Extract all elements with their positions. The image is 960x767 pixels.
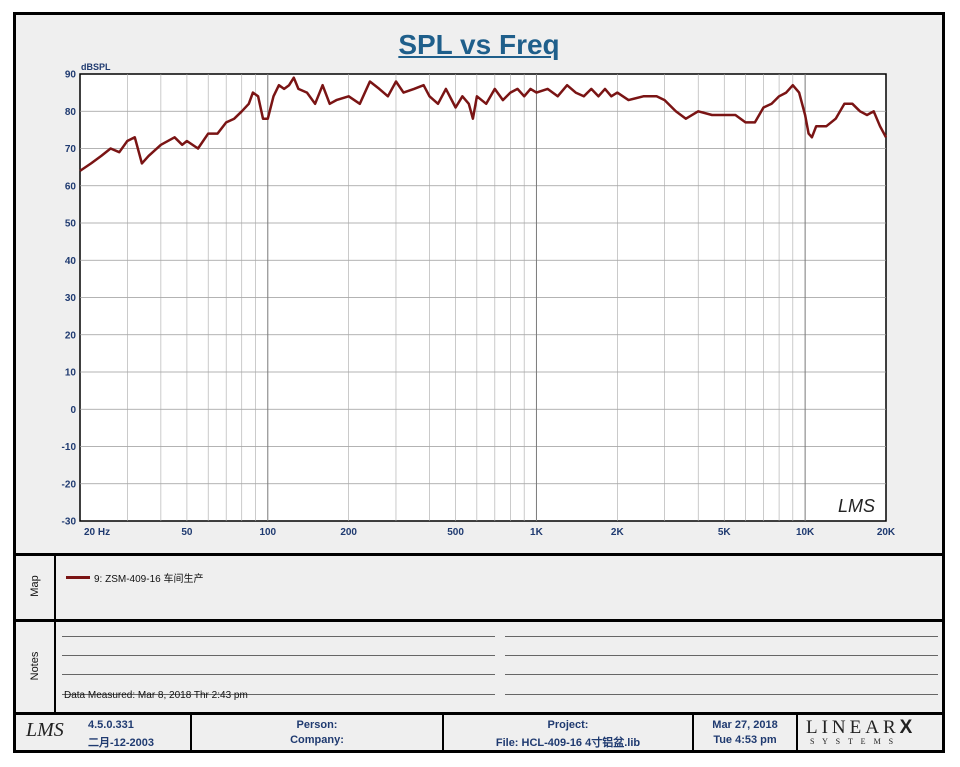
legend-entry: 9: ZSM-409-16 车间生产 [66,570,203,585]
y-tick-label: -20 [62,479,77,490]
x-tick-label: 500 [447,527,464,538]
footer-logo: LMS [26,719,64,741]
y-tick-label: -10 [62,442,77,453]
x-tick-label: 20K [877,527,896,538]
y-tick-label: 10 [65,368,77,379]
chart-title: SPL vs Freq [398,29,560,60]
y-tick-label: 20 [65,330,77,341]
grid-horizontal [80,110,886,485]
y-tick-label: 40 [65,256,77,267]
y-tick-label: 70 [65,144,77,155]
x-tick-label: 2K [611,527,625,538]
map-label: Map [29,575,41,597]
x-tick-label: 5K [718,527,732,538]
divider-map [16,619,942,622]
brand-logo: LINEARX [806,717,912,739]
x-tick-label: 200 [340,527,357,538]
footer-person-cell: Person: Company: [192,715,444,750]
footer-date-cell: Mar 27, 2018 Tue 4:53 pm [694,715,798,750]
y-tick-label: 80 [65,107,77,118]
x-tick-label: 1K [530,527,544,538]
legend-label: 9: ZSM-409-16 车间生产 [94,574,204,585]
brand-linear: LINEAR [806,717,900,738]
y-axis-tick-labels: 90 80 70 60 50 40 30 20 10 0 -10 -20 -30 [62,70,77,528]
map-section: Map 9: ZSM-409-16 车间生产 [16,556,942,619]
divider-notes [16,712,942,715]
footer-version: 4.5.0.331 [88,719,134,731]
y-tick-label: 90 [65,70,77,81]
y-tick-label: 0 [70,405,76,416]
footer-person-label: Person: [296,719,338,731]
footer-project-label: Project: [547,719,589,731]
x-axis-tick-labels: 20 Hz 50 100 200 500 1K 2K 5K 10K 20K [84,527,896,538]
y-tick-label: 60 [65,181,77,192]
notes-label-cell: Notes [16,622,56,712]
y-tick-label: 30 [65,293,77,304]
lms-watermark: LMS [838,496,875,516]
y-tick-label: -30 [62,517,77,528]
x-tick-label: 20 Hz [84,527,110,538]
brand-systems: S Y S T E M S [810,737,897,746]
footer-time: Tue 4:53 pm [713,734,777,746]
footer-date: Mar 27, 2018 [712,719,778,731]
notes-lines [62,622,938,712]
map-label-cell: Map [16,556,56,619]
y-tick-label: 50 [65,219,77,230]
y-axis-label: dBSPL [81,62,111,72]
footer-company-label: Company: [290,734,344,746]
report-frame: SPL vs Freq 90 80 70 60 50 40 30 20 10 0 -10 -20 -30… [13,12,945,753]
brand-x: X [899,717,913,738]
footer-version-date: 二月-12-2003 [88,737,155,749]
notes-date-measured: Data Measured: Mar 8, 2018 Thr 2:43 pm [64,690,248,701]
notes-section: Notes Data Measured: Mar 8, 2018 Thr 2:4… [16,622,942,712]
footer-brand-cell: LINEARX S Y S T E M S [798,715,942,750]
x-tick-label: 50 [181,527,193,538]
footer-version-cell: LMS 4.5.0.331 二月-12-2003 [16,715,192,750]
notes-label: Notes [29,651,41,681]
series-line [79,76,888,172]
x-tick-label: 10K [796,527,815,538]
grid-vertical [127,74,806,521]
footer: LMS 4.5.0.331 二月-12-2003 Person: Company… [16,715,942,750]
footer-project-cell: Project: File: HCL-409-16 4寸铝盆.lib [444,715,694,750]
legend-swatch [66,576,90,579]
footer-file-label: File: HCL-409-16 4寸铝盆.lib [495,737,641,749]
divider-chart [16,553,942,556]
x-tick-label: 100 [259,527,276,538]
